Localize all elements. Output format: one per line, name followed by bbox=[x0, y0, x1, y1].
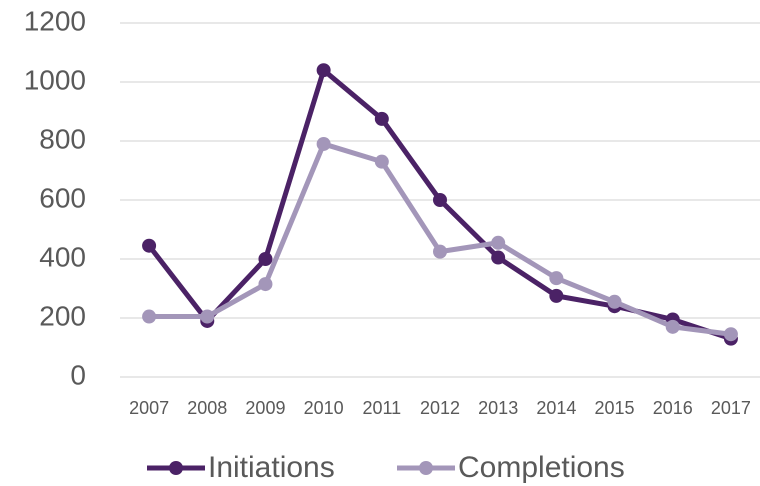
y-tick-label: 1200 bbox=[24, 5, 86, 36]
data-point bbox=[433, 244, 447, 259]
legend-label: Completions bbox=[458, 451, 625, 484]
x-tick-label: 2016 bbox=[653, 398, 693, 418]
data-point bbox=[374, 111, 389, 126]
x-tick-label: 2013 bbox=[478, 398, 518, 418]
data-point bbox=[258, 277, 273, 292]
series-line bbox=[149, 141, 732, 337]
x-tick-label: 2012 bbox=[420, 398, 460, 418]
data-point bbox=[491, 250, 506, 265]
data-point bbox=[491, 235, 506, 250]
y-tick-label: 1000 bbox=[24, 64, 86, 95]
data-point bbox=[200, 309, 215, 324]
x-tick-label: 2015 bbox=[595, 398, 635, 418]
data-point bbox=[723, 327, 738, 342]
x-tick-label: 2007 bbox=[129, 398, 169, 418]
x-tick-label: 2010 bbox=[304, 398, 344, 418]
y-tick-label: 800 bbox=[39, 123, 86, 154]
y-tick-label: 400 bbox=[39, 241, 86, 272]
data-point bbox=[549, 271, 564, 286]
y-tick-label: 600 bbox=[39, 182, 86, 213]
data-point bbox=[258, 252, 273, 266]
data-point bbox=[374, 154, 389, 169]
legend-label: Initiations bbox=[208, 451, 335, 484]
y-tick-label: 200 bbox=[39, 300, 86, 331]
legend-marker bbox=[419, 461, 433, 475]
data-point bbox=[607, 294, 622, 309]
data-point bbox=[549, 288, 564, 303]
x-tick-label: 2014 bbox=[536, 398, 576, 418]
data-point bbox=[316, 136, 331, 151]
x-tick-label: 2009 bbox=[245, 398, 285, 418]
data-point bbox=[433, 193, 447, 207]
data-point bbox=[316, 63, 331, 78]
data-point bbox=[142, 309, 157, 324]
legend-marker bbox=[169, 461, 183, 475]
data-point bbox=[665, 319, 680, 334]
x-tick-label: 2011 bbox=[362, 398, 401, 418]
x-tick-label: 2017 bbox=[711, 398, 751, 418]
y-tick-label: 0 bbox=[70, 359, 86, 390]
data-point bbox=[142, 238, 157, 253]
x-tick-label: 2008 bbox=[187, 398, 227, 418]
